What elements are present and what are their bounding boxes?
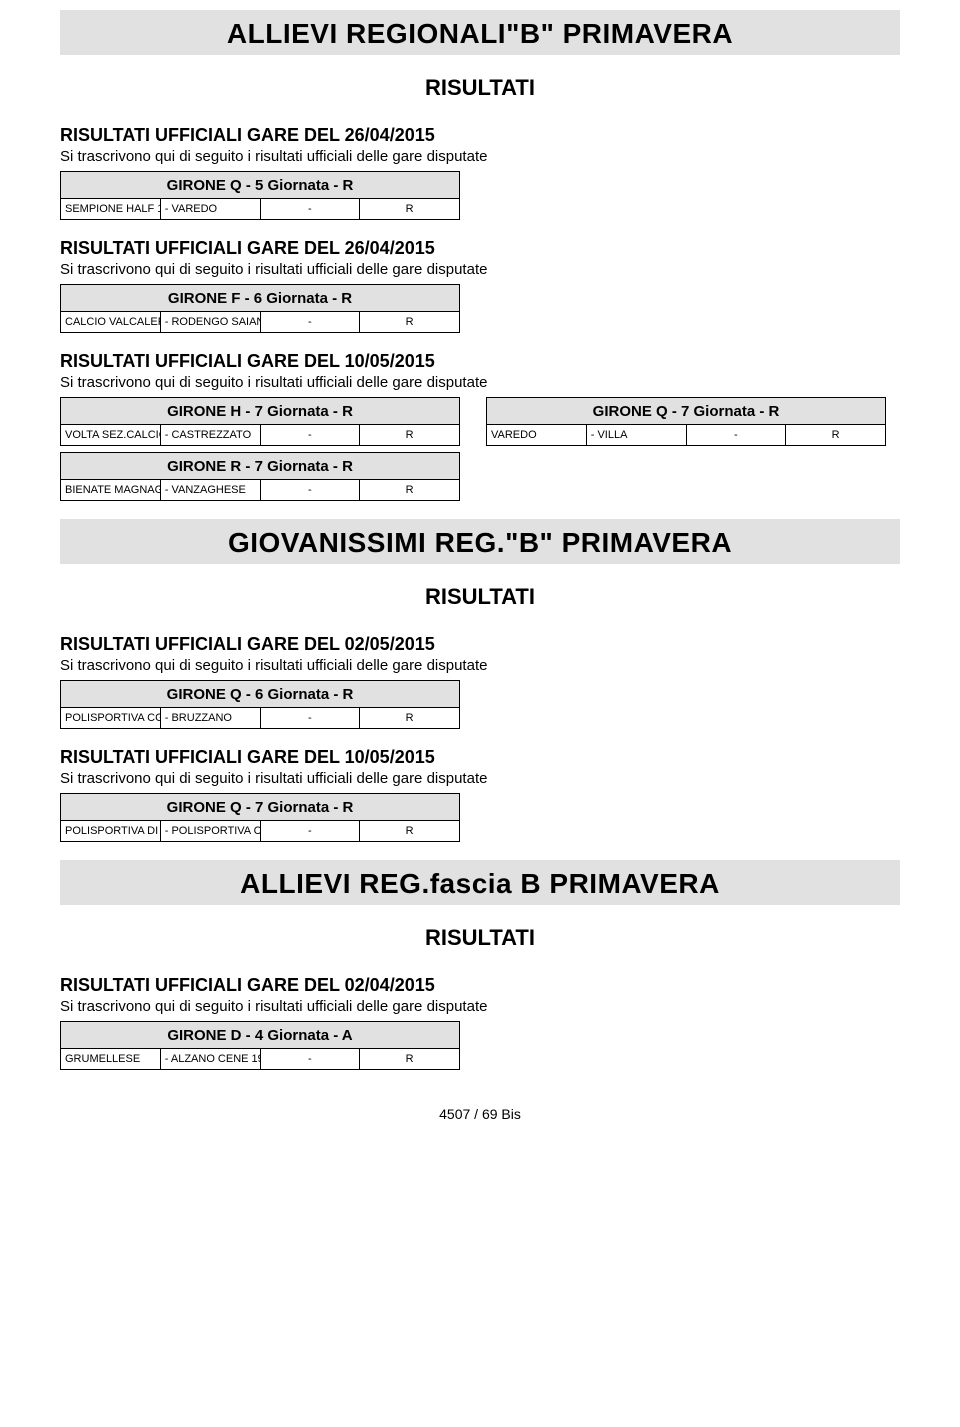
home-team: VOLTA SEZ.CALCIO xyxy=(61,425,161,446)
results-block: RISULTATI UFFICIALI GARE DEL 02/04/2015 S… xyxy=(60,975,900,1070)
girone-header: GIRONE Q - 7 Giornata - R xyxy=(61,794,460,821)
away-team: - BRUZZANO xyxy=(160,708,260,729)
home-team: POLISPORTIVA CGB SSDRL xyxy=(61,708,161,729)
score: - xyxy=(260,708,360,729)
away-team: - VILLA xyxy=(586,425,686,446)
section-heading-band: GIOVANISSIMI REG."B" PRIMAVERA xyxy=(60,519,900,564)
girone-header: GIRONE F - 6 Giornata - R xyxy=(61,285,460,312)
match-table: GIRONE Q - 6 Giornata - RPOLISPORTIVA CG… xyxy=(60,680,460,729)
score: - xyxy=(260,821,360,842)
match-row: BIENATE MAGNAGO CALCIO- VANZAGHESE-R xyxy=(61,480,460,501)
match-table: GIRONE F - 6 Giornata - RCALCIO VALCALEP… xyxy=(60,284,460,333)
results-block-caption: Si trascrivono qui di seguito i risultat… xyxy=(60,998,900,1015)
result-flag: R xyxy=(360,199,460,220)
result-flag: R xyxy=(360,425,460,446)
girone-header: GIRONE D - 4 Giornata - A xyxy=(61,1022,460,1049)
match-row-container: GIRONE F - 6 Giornata - RCALCIO VALCALEP… xyxy=(60,284,900,333)
results-block-title: RISULTATI UFFICIALI GARE DEL 26/04/2015 xyxy=(60,125,900,146)
result-flag: R xyxy=(360,312,460,333)
results-block-title: RISULTATI UFFICIALI GARE DEL 02/04/2015 xyxy=(60,975,900,996)
section-heading: ALLIEVI REGIONALI"B" PRIMAVERA xyxy=(227,18,733,49)
results-block-caption: Si trascrivono qui di seguito i risultat… xyxy=(60,770,900,787)
match-row: CALCIO VALCALEPIO ASD- RODENGO SAIANO 20… xyxy=(61,312,460,333)
section-heading-band: ALLIEVI REGIONALI"B" PRIMAVERA xyxy=(60,10,900,55)
results-block: RISULTATI UFFICIALI GARE DEL 10/05/2015 S… xyxy=(60,351,900,501)
away-team: - VAREDO xyxy=(160,199,260,220)
results-block-title: RISULTATI UFFICIALI GARE DEL 02/05/2015 xyxy=(60,634,900,655)
score: - xyxy=(260,199,360,220)
results-block-title: RISULTATI UFFICIALI GARE DEL 10/05/2015 xyxy=(60,747,900,768)
score: - xyxy=(686,425,786,446)
match-table: GIRONE Q - 5 Giornata - RSEMPIONE HALF 1… xyxy=(60,171,460,220)
results-block-caption: Si trascrivono qui di seguito i risultat… xyxy=(60,148,900,165)
match-table: GIRONE Q - 7 Giornata - RVAREDO- VILLA-R xyxy=(486,397,886,446)
girone-header: GIRONE Q - 7 Giornata - R xyxy=(487,398,886,425)
section-heading-band: ALLIEVI REG.fascia B PRIMAVERA xyxy=(60,860,900,905)
page-footer: 4507 / 69 Bis xyxy=(60,1106,900,1122)
girone-header: GIRONE Q - 5 Giornata - R xyxy=(61,172,460,199)
score: - xyxy=(260,425,360,446)
home-team: VAREDO xyxy=(487,425,587,446)
result-flag: R xyxy=(786,425,886,446)
result-flag: R xyxy=(360,708,460,729)
result-flag: R xyxy=(360,1049,460,1070)
match-row-container: GIRONE D - 4 Giornata - AGRUMELLESE- ALZ… xyxy=(60,1021,900,1070)
home-team: BIENATE MAGNAGO CALCIO xyxy=(61,480,161,501)
results-block: RISULTATI UFFICIALI GARE DEL 02/05/2015 S… xyxy=(60,634,900,729)
risultati-subheading: RISULTATI xyxy=(60,75,900,101)
match-row: POLISPORTIVA CGB SSDRL- BRUZZANO-R xyxy=(61,708,460,729)
match-row-container: GIRONE Q - 7 Giornata - RPOLISPORTIVA DI… xyxy=(60,793,900,842)
match-table: GIRONE R - 7 Giornata - RBIENATE MAGNAGO… xyxy=(60,452,460,501)
match-table: GIRONE Q - 7 Giornata - RPOLISPORTIVA DI… xyxy=(60,793,460,842)
home-team: SEMPIONE HALF 1919 xyxy=(61,199,161,220)
away-team: - RODENGO SAIANO 2007 xyxy=(160,312,260,333)
results-block-caption: Si trascrivono qui di seguito i risultat… xyxy=(60,374,900,391)
risultati-subheading: RISULTATI xyxy=(60,925,900,951)
away-team: - CASTREZZATO xyxy=(160,425,260,446)
girone-header: GIRONE Q - 6 Giornata - R xyxy=(61,681,460,708)
match-row-container: GIRONE Q - 5 Giornata - RSEMPIONE HALF 1… xyxy=(60,171,900,220)
home-team: CALCIO VALCALEPIO ASD xyxy=(61,312,161,333)
score: - xyxy=(260,312,360,333)
section-heading: ALLIEVI REG.fascia B PRIMAVERA xyxy=(240,868,720,899)
girone-header: GIRONE R - 7 Giornata - R xyxy=(61,453,460,480)
away-team: - POLISPORTIVA CGB SSDRL xyxy=(160,821,260,842)
away-team: - ALZANO CENE 1909 S.R.L. xyxy=(160,1049,260,1070)
result-flag: R xyxy=(360,821,460,842)
score: - xyxy=(260,480,360,501)
match-table: GIRONE H - 7 Giornata - RVOLTA SEZ.CALCI… xyxy=(60,397,460,446)
match-table: GIRONE D - 4 Giornata - AGRUMELLESE- ALZ… xyxy=(60,1021,460,1070)
results-block-caption: Si trascrivono qui di seguito i risultat… xyxy=(60,657,900,674)
match-row: POLISPORTIVA DI NOVA- POLISPORTIVA CGB S… xyxy=(61,821,460,842)
results-block: RISULTATI UFFICIALI GARE DEL 26/04/2015 S… xyxy=(60,125,900,220)
match-row-container: GIRONE R - 7 Giornata - RBIENATE MAGNAGO… xyxy=(60,452,900,501)
match-row: VAREDO- VILLA-R xyxy=(487,425,886,446)
results-block-caption: Si trascrivono qui di seguito i risultat… xyxy=(60,261,900,278)
home-team: GRUMELLESE xyxy=(61,1049,161,1070)
results-block: RISULTATI UFFICIALI GARE DEL 10/05/2015 S… xyxy=(60,747,900,842)
risultati-subheading: RISULTATI xyxy=(60,584,900,610)
match-row-container: GIRONE H - 7 Giornata - RVOLTA SEZ.CALCI… xyxy=(60,397,900,446)
score: - xyxy=(260,1049,360,1070)
section-heading: GIOVANISSIMI REG."B" PRIMAVERA xyxy=(228,527,732,558)
match-row: GRUMELLESE- ALZANO CENE 1909 S.R.L.-R xyxy=(61,1049,460,1070)
match-row-container: GIRONE Q - 6 Giornata - RPOLISPORTIVA CG… xyxy=(60,680,900,729)
result-flag: R xyxy=(360,480,460,501)
results-block: RISULTATI UFFICIALI GARE DEL 26/04/2015 S… xyxy=(60,238,900,333)
results-block-title: RISULTATI UFFICIALI GARE DEL 10/05/2015 xyxy=(60,351,900,372)
girone-header: GIRONE H - 7 Giornata - R xyxy=(61,398,460,425)
match-row: SEMPIONE HALF 1919- VAREDO-R xyxy=(61,199,460,220)
home-team: POLISPORTIVA DI NOVA xyxy=(61,821,161,842)
away-team: - VANZAGHESE xyxy=(160,480,260,501)
results-block-title: RISULTATI UFFICIALI GARE DEL 26/04/2015 xyxy=(60,238,900,259)
match-row: VOLTA SEZ.CALCIO- CASTREZZATO-R xyxy=(61,425,460,446)
